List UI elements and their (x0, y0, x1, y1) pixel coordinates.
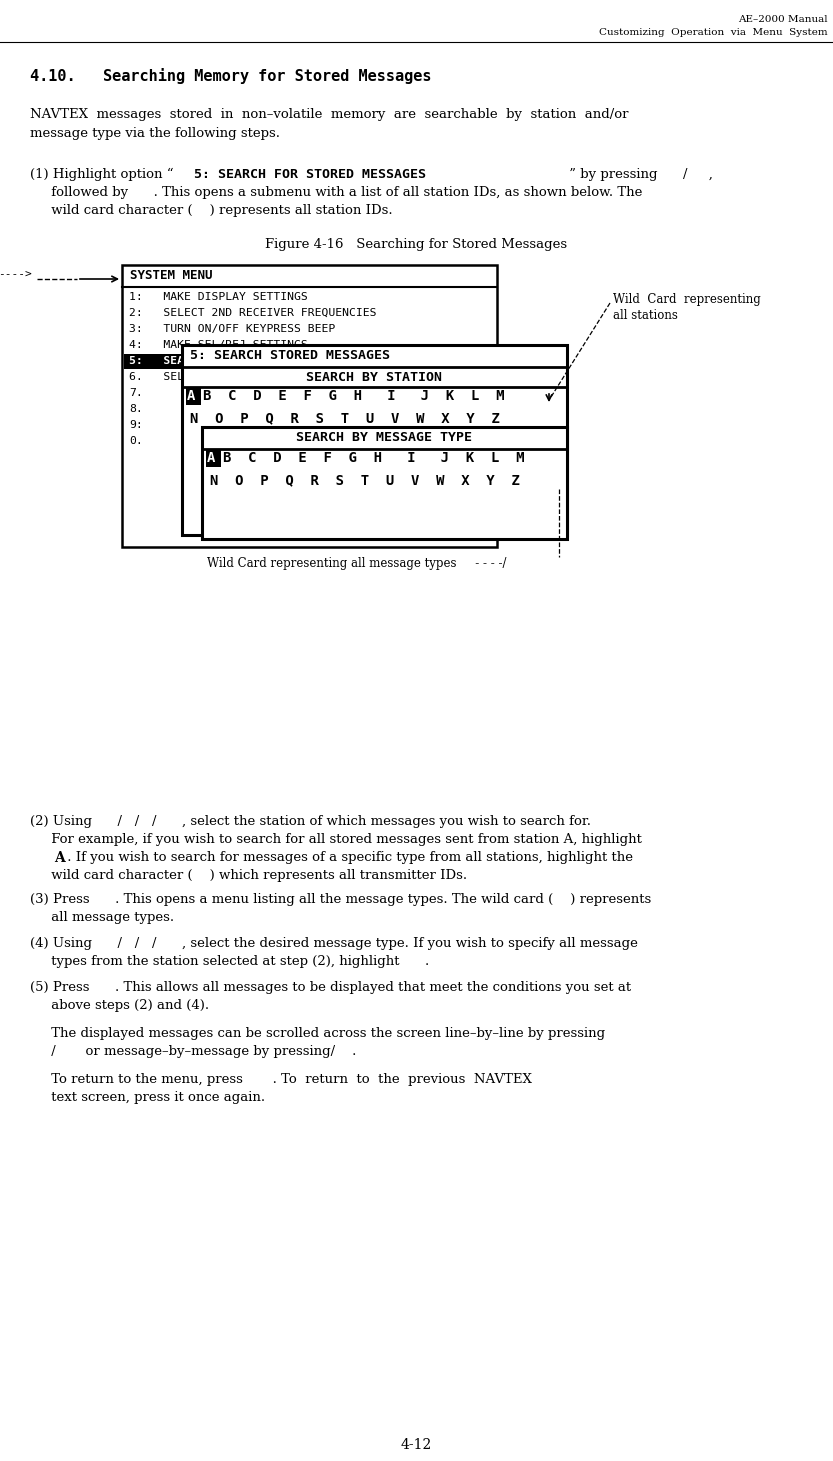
Text: all stations: all stations (613, 308, 678, 321)
Text: 7.: 7. (129, 389, 142, 397)
Text: 5: SEARCH STORED MESSAGES: 5: SEARCH STORED MESSAGES (190, 349, 390, 362)
Bar (186, 389, 201, 405)
Text: 5:   SEARCH FOR STORED MESSAGES: 5: SEARCH FOR STORED MESSAGES (129, 356, 342, 367)
Text: (4) Using      /   /   /      , select the desired message type. If you wish to : (4) Using / / / , select the desired mes… (30, 937, 638, 950)
Text: 3:   TURN ON/OFF KEYPRESS BEEP: 3: TURN ON/OFF KEYPRESS BEEP (129, 324, 335, 335)
Text: ” by pressing      /     ,: ” by pressing / , (565, 168, 713, 181)
Text: followed by      . This opens a submenu with a list of all station IDs, as shown: followed by . This opens a submenu with … (30, 186, 642, 199)
Text: N  O  P  Q  R  S  T  U  V  W  X  Y  Z: N O P Q R S T U V W X Y Z (210, 473, 520, 487)
Text: B  C  D  E  F  G  H   I   J  K  L  M: B C D E F G H I J K L M (203, 389, 505, 403)
Text: NAVTEX  messages  stored  in  non–volatile  memory  are  searchable  by  station: NAVTEX messages stored in non–volatile m… (30, 108, 629, 140)
Bar (182, 345, 567, 535)
Text: 4.10.   Searching Memory for Stored Messages: 4.10. Searching Memory for Stored Messag… (30, 69, 431, 83)
Text: A: A (187, 389, 196, 403)
Text: (3) Press      . This opens a menu listing all the message types. The wild card : (3) Press . This opens a menu listing al… (30, 893, 651, 906)
Text: ---->: ----> (0, 270, 32, 281)
Text: For example, if you wish to search for all stored messages sent from station A, : For example, if you wish to search for a… (30, 833, 642, 846)
Bar (202, 427, 567, 539)
Text: Customizing  Operation  via  Menu  System: Customizing Operation via Menu System (600, 28, 828, 37)
Text: Wild Card representing all message types     - - - -/: Wild Card representing all message types… (207, 557, 506, 570)
Text: above steps (2) and (4).: above steps (2) and (4). (30, 999, 209, 1012)
Text: 9:: 9: (129, 419, 142, 430)
Text: wild card character (    ) which represents all transmitter IDs.: wild card character ( ) which represents… (30, 869, 467, 882)
Text: types from the station selected at step (2), highlight      .: types from the station selected at step … (30, 955, 429, 969)
Text: N  O  P  Q  R  S  T  U  V  W  X  Y  Z: N O P Q R S T U V W X Y Z (190, 411, 500, 425)
Text: SYSTEM MENU: SYSTEM MENU (130, 269, 212, 282)
Text: 1:   MAKE DISPLAY SETTINGS: 1: MAKE DISPLAY SETTINGS (129, 292, 307, 302)
Text: SEARCH BY STATION: SEARCH BY STATION (306, 371, 442, 384)
Text: (2) Using      /   /   /      , select the station of which messages you wish to: (2) Using / / / , select the station of … (30, 815, 591, 828)
Bar (206, 450, 221, 468)
Text: The displayed messages can be scrolled across the screen line–by–line by pressin: The displayed messages can be scrolled a… (30, 1027, 605, 1040)
Text: 8.: 8. (129, 405, 142, 413)
Text: A: A (207, 451, 216, 465)
Text: 4-12: 4-12 (401, 1438, 431, 1452)
Text: . If you wish to search for messages of a specific type from all stations, highl: . If you wish to search for messages of … (63, 850, 633, 863)
Text: 2:   SELECT 2ND RECEIVER FREQUENCIES: 2: SELECT 2ND RECEIVER FREQUENCIES (129, 308, 377, 318)
Text: (1) Highlight option “: (1) Highlight option “ (30, 168, 173, 181)
Bar (122, 264, 497, 546)
Bar (124, 354, 495, 370)
Text: 6.   SELECT OUTPUT MESSAGES: 6. SELECT OUTPUT MESSAGES (129, 373, 315, 381)
Text: A: A (54, 850, 65, 865)
Text: (5) Press      . This allows all messages to be displayed that meet the conditio: (5) Press . This allows all messages to … (30, 980, 631, 993)
Text: 5: SEARCH FOR STORED MESSAGES: 5: SEARCH FOR STORED MESSAGES (194, 168, 426, 181)
Text: AE–2000 Manual: AE–2000 Manual (738, 15, 828, 23)
Text: Wild  Card  representing: Wild Card representing (613, 294, 761, 305)
Text: 4:   MAKE SEL/REJ SETTINGS: 4: MAKE SEL/REJ SETTINGS (129, 340, 307, 351)
Text: 0.: 0. (129, 435, 142, 446)
Text: Figure 4-16   Searching for Stored Messages: Figure 4-16 Searching for Stored Message… (265, 238, 567, 251)
Text: all message types.: all message types. (30, 912, 174, 923)
Text: B  C  D  E  F  G  H   I   J  K  L  M: B C D E F G H I J K L M (223, 451, 525, 465)
Text: wild card character (    ) represents all station IDs.: wild card character ( ) represents all s… (30, 205, 392, 218)
Text: SEARCH BY MESSAGE TYPE: SEARCH BY MESSAGE TYPE (296, 431, 472, 444)
Text: To return to the menu, press       . To  return  to  the  previous  NAVTEX: To return to the menu, press . To return… (30, 1072, 532, 1086)
Text: text screen, press it once again.: text screen, press it once again. (30, 1091, 265, 1105)
Text: /       or message–by–message by pressing/    .: / or message–by–message by pressing/ . (30, 1045, 357, 1058)
